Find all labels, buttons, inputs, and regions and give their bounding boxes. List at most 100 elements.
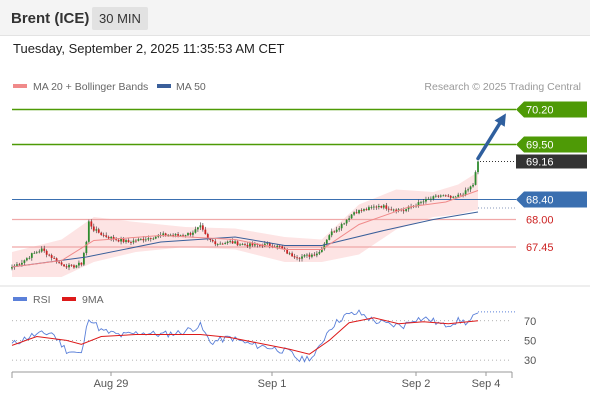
candle-body: [377, 205, 380, 208]
candle-body: [194, 229, 197, 233]
candle-body: [234, 241, 236, 244]
candle-body: [82, 253, 85, 265]
candle-body: [333, 231, 336, 233]
forecast-arrow-head: [494, 113, 506, 127]
x-tick-label: Sep 2: [402, 378, 431, 390]
candle-body: [11, 267, 13, 269]
candle-body: [216, 244, 219, 245]
candle-body: [363, 209, 365, 211]
candle-body: [313, 254, 316, 256]
candle-body: [355, 212, 358, 214]
candle-body: [350, 214, 353, 219]
candle-body: [256, 244, 259, 245]
instrument-title: Brent (ICE): [11, 10, 90, 27]
candle-body: [469, 186, 472, 190]
candle-body: [192, 232, 194, 235]
candle-body: [258, 244, 261, 246]
interval-badge[interactable]: 30 MIN: [92, 7, 148, 30]
candle-body: [219, 243, 222, 245]
candle-body: [167, 234, 170, 236]
candle-body: [187, 233, 189, 236]
candle-body: [122, 239, 125, 242]
candle-body: [23, 260, 26, 263]
candle-body: [172, 234, 175, 236]
candle-body: [298, 257, 301, 259]
candle-body: [372, 206, 375, 208]
candle-body: [21, 262, 23, 265]
candle-body: [449, 195, 452, 198]
candle-body: [55, 258, 58, 262]
candle-body: [444, 195, 447, 197]
candle-body: [87, 221, 90, 242]
support-label: 67.45: [526, 242, 554, 254]
candle-body: [229, 241, 232, 242]
ma20-legend-swatch: [13, 84, 27, 88]
candle-body: [239, 244, 241, 246]
candle-body: [395, 209, 398, 211]
candle-body: [125, 240, 127, 242]
ma50-legend-swatch: [157, 84, 171, 88]
ma20-line: [11, 190, 479, 268]
candle-body: [197, 227, 199, 230]
candle-body: [144, 239, 147, 241]
candle-body: [434, 195, 437, 197]
candle-body: [358, 210, 360, 214]
candle-body: [221, 243, 224, 245]
candle-body: [115, 239, 118, 241]
candle-body: [80, 262, 83, 265]
candle-body: [179, 235, 182, 237]
candle-body: [340, 224, 343, 229]
candle-body: [244, 244, 246, 245]
candle-body: [236, 241, 239, 246]
rsi-tick-label: 50: [524, 335, 536, 347]
candle-body: [214, 241, 217, 245]
candle-body: [231, 241, 234, 244]
candle-body: [154, 236, 157, 239]
candle-body: [345, 219, 348, 224]
candle-body: [454, 196, 457, 198]
candle-body: [472, 184, 474, 187]
candle-body: [323, 243, 326, 250]
x-tick-label: Sep 1: [258, 378, 287, 390]
candle-body: [45, 250, 48, 255]
candle-body: [112, 236, 115, 240]
candle-body: [311, 254, 313, 257]
candle-body: [467, 189, 469, 191]
candle-body: [464, 190, 467, 195]
candle-body: [318, 252, 321, 254]
candle-body: [263, 243, 266, 247]
rsi-tick-label: 30: [524, 355, 536, 367]
candle-body: [296, 257, 298, 259]
candle-body: [28, 257, 31, 259]
bollinger-band: [12, 172, 478, 277]
candle-body: [266, 243, 269, 244]
candle-body: [70, 264, 73, 266]
candle-body: [40, 248, 43, 252]
candle-body: [387, 208, 390, 210]
candle-body: [105, 235, 108, 237]
candle-body: [147, 238, 150, 240]
candle-body: [162, 233, 165, 235]
candle-body: [246, 244, 249, 247]
candle-body: [169, 234, 172, 236]
candle-body: [432, 196, 435, 199]
candle-body: [132, 240, 135, 243]
candle-body: [184, 235, 187, 237]
resistance-label: 70.20: [526, 105, 554, 117]
candle-body: [286, 249, 289, 254]
candle-body: [149, 238, 152, 239]
candle-body: [261, 245, 264, 247]
candle-body: [95, 229, 98, 231]
candle-body: [278, 245, 281, 247]
candle-body: [293, 256, 296, 258]
last-price-label: 69.16: [526, 157, 554, 169]
candle-body: [211, 240, 214, 242]
candle-body: [164, 233, 167, 236]
candle-body: [53, 257, 56, 259]
candle-body: [204, 229, 207, 235]
candle-body: [130, 242, 132, 243]
candle-body: [382, 205, 385, 208]
rsi-legend-swatch: [13, 297, 27, 301]
candle-body: [452, 196, 455, 198]
candle-body: [68, 264, 70, 268]
